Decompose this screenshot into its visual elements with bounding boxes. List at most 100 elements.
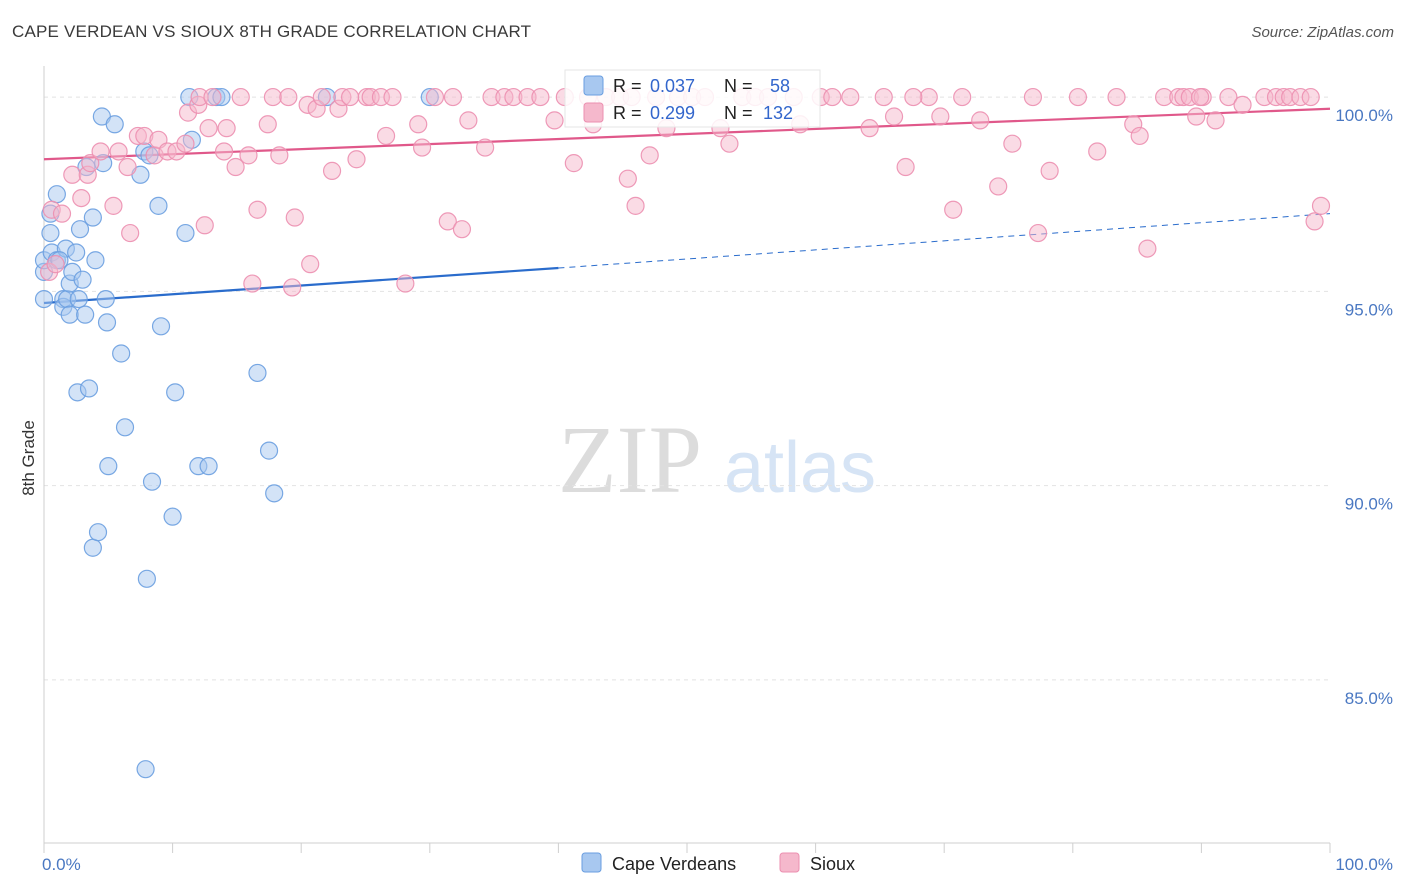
- cape-verdeans-point-23: [83, 208, 102, 227]
- cape-verdeans-point-37: [137, 569, 156, 588]
- sioux-point-35: [270, 146, 289, 165]
- sioux-point-84: [720, 134, 739, 153]
- watermark-atlas: atlas: [724, 428, 876, 508]
- legend-swatch-pink: [583, 102, 604, 123]
- sioux-point-96: [896, 157, 915, 177]
- sioux-point-51: [376, 126, 396, 146]
- sioux-point-77: [640, 146, 659, 165]
- legend-n-value-2: 132: [763, 103, 793, 123]
- cape-verdeans-point-33: [112, 344, 131, 363]
- sioux-point-36: [279, 87, 298, 107]
- cape-verdeans-point-52: [259, 441, 279, 460]
- sioux-point-38: [285, 208, 304, 227]
- source-credit: Source: ZipAtlas.com: [1251, 24, 1394, 41]
- bottom-legend-swatch-blue: [581, 852, 602, 873]
- gridlines: [44, 96, 1330, 681]
- cape-verdeans-point-15: [67, 243, 86, 262]
- sioux-point-67: [545, 111, 564, 130]
- cape-verdeans-point-6: [47, 185, 66, 204]
- sioux-point-111: [1130, 126, 1149, 146]
- sioux-point-25: [203, 87, 222, 107]
- sioux-point-32: [248, 200, 267, 219]
- legend-n-label-2: N =: [724, 103, 753, 123]
- x-tick-label-0: 0.0%: [42, 855, 81, 874]
- sioux-point-95: [884, 107, 904, 126]
- trend-lines: [43, 107, 1331, 305]
- sioux-point-55: [412, 138, 432, 157]
- cape-verdeans-point-41: [151, 317, 171, 336]
- sioux-point-120: [1219, 87, 1238, 107]
- sioux-point-54: [409, 115, 428, 134]
- cape-verdeans-point-18: [70, 220, 90, 239]
- sioux-point-129: [1311, 196, 1331, 215]
- bottom-legend-label-sioux: Sioux: [810, 854, 855, 874]
- cape-verdeans-point-56: [136, 760, 155, 779]
- sioux-point-99: [944, 200, 963, 219]
- sioux-point-2: [46, 255, 65, 274]
- trend-line-cape-verdeans-dashed: [558, 213, 1331, 269]
- sioux-point-60: [459, 111, 478, 130]
- cape-verdeans-point-13: [60, 305, 79, 324]
- sioux-point-61: [475, 138, 495, 157]
- sioux-point-58: [443, 87, 463, 107]
- top-legend: R = 0.037 N = 58 R = 0.299 N = 132: [564, 69, 821, 128]
- series-sioux-points: [40, 87, 1331, 297]
- bottom-legend-swatch-pink: [779, 852, 800, 873]
- cape-verdeans-point-22: [79, 379, 99, 398]
- trend-line-cape-verdeans-solid: [43, 266, 559, 305]
- sioux-point-101: [971, 111, 990, 130]
- cape-verdeans-point-44: [176, 223, 195, 243]
- sioux-point-131: [904, 87, 923, 107]
- sioux-point-107: [1068, 87, 1088, 107]
- cape-verdeans-point-42: [163, 507, 182, 526]
- sioux-point-130: [1191, 87, 1210, 107]
- sioux-point-52: [383, 87, 402, 107]
- watermark-zip: ZIP: [558, 406, 702, 513]
- sioux-point-46: [340, 87, 360, 107]
- sioux-point-109: [1107, 87, 1126, 107]
- sioux-point-117: [1187, 107, 1206, 126]
- sioux-point-98: [931, 107, 950, 126]
- axes: [43, 66, 1331, 853]
- sioux-point-11: [118, 157, 137, 177]
- sioux-point-10: [109, 142, 128, 161]
- cape-verdeans-point-51: [248, 363, 267, 383]
- sioux-point-92: [841, 87, 860, 107]
- cape-verdeans-point-30: [97, 313, 117, 332]
- sioux-point-23: [195, 216, 214, 235]
- sioux-point-33: [258, 115, 277, 134]
- sioux-point-5: [72, 188, 91, 208]
- sioux-point-56: [425, 87, 445, 107]
- sioux-point-12: [121, 223, 140, 243]
- sioux-point-8: [91, 142, 110, 161]
- x-tick-label-1: 100.0%: [1335, 855, 1393, 874]
- sioux-point-37: [283, 278, 302, 297]
- sioux-point-119: [1206, 111, 1225, 130]
- cape-verdeans-point-40: [149, 196, 168, 215]
- sioux-point-53: [396, 274, 415, 293]
- cape-verdeans-point-17: [69, 290, 88, 309]
- cape-verdeans-point-3: [41, 223, 60, 243]
- legend-r-value-1: 0.037: [650, 76, 695, 96]
- sioux-point-19: [176, 134, 195, 153]
- sioux-point-24: [199, 119, 218, 138]
- y-tick-label-2: 90.0%: [1345, 495, 1393, 514]
- cape-verdeans-point-34: [115, 418, 135, 437]
- sioux-point-127: [1301, 87, 1320, 107]
- cape-verdeans-point-53: [265, 484, 284, 503]
- legend-r-label-2: R =: [613, 103, 642, 123]
- sioux-point-128: [1305, 212, 1324, 231]
- sioux-point-34: [263, 87, 283, 107]
- legend-n-label-1: N =: [724, 76, 753, 96]
- sioux-point-40: [301, 255, 320, 274]
- legend-r-label-1: R =: [613, 76, 642, 96]
- legend-n-value-1: 58: [770, 76, 790, 96]
- sioux-point-29: [231, 87, 250, 107]
- sioux-point-102: [989, 177, 1008, 196]
- sioux-point-93: [860, 119, 879, 138]
- sioux-point-43: [322, 161, 342, 180]
- chart-title: CAPE VERDEAN VS SIOUX 8TH GRADE CORRELAT…: [12, 22, 532, 41]
- cape-verdeans-point-0: [34, 290, 54, 309]
- sioux-point-26: [214, 142, 234, 161]
- sioux-point-57: [438, 212, 457, 231]
